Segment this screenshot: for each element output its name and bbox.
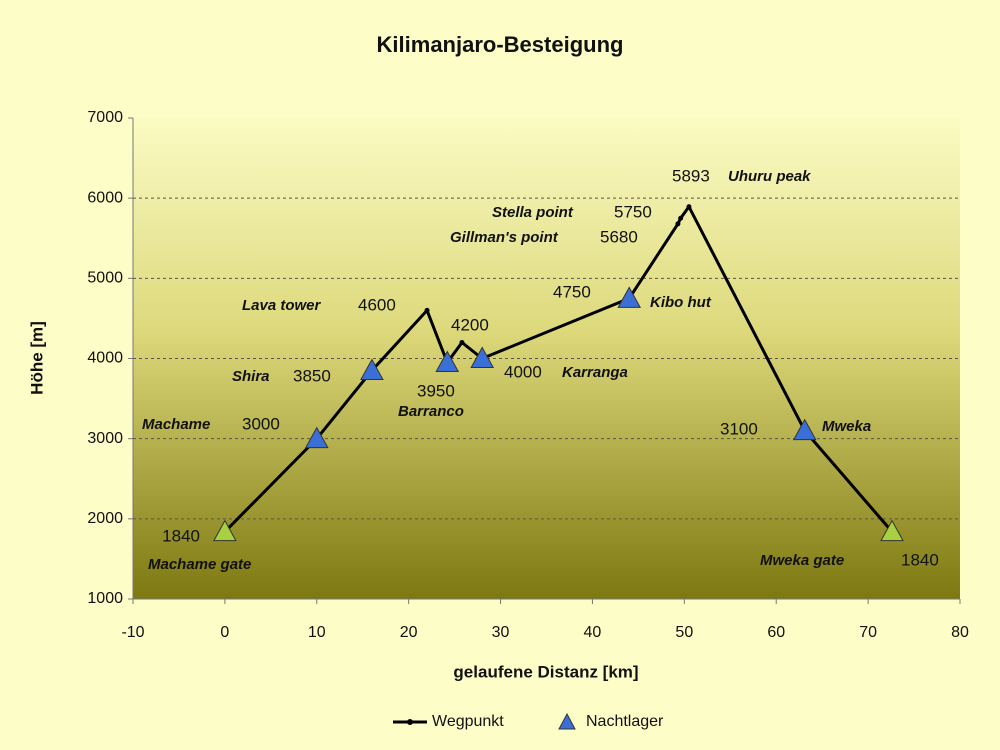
point-label: Stella point [492,204,574,221]
x-axis-label: gelaufene Distanz [km] [453,662,638,681]
x-tick-label: 40 [584,624,602,641]
point-label: Mweka [822,418,871,435]
point-label: Machame [142,416,210,433]
point-label: Uhuru peak [728,168,811,185]
x-tick-label: 50 [675,624,693,641]
value-label: 3950 [417,381,455,400]
point-label: Gillman's point [450,229,559,246]
camp-marker [470,346,495,368]
point-label: Lava tower [242,297,322,314]
x-tick-label: 80 [951,624,969,641]
point-label: Kibo hut [650,294,712,311]
waypoint [459,339,465,345]
plot-area [133,118,960,599]
y-tick-label: 6000 [87,189,123,206]
x-tick-label: 0 [220,624,229,641]
value-label: 4200 [451,315,489,334]
value-label: 5750 [614,202,652,221]
value-label: 4600 [358,295,396,314]
camp-marker [360,358,384,381]
y-tick-label: 4000 [87,350,123,367]
chart-title: Kilimanjaro-Besteigung [377,32,624,57]
legend-label: Nachtlager [586,713,664,730]
value-label: 1840 [162,526,200,545]
camp-marker [304,426,329,449]
point-label: Barranco [398,403,464,420]
value-label: 4000 [504,362,542,381]
camp-marker [617,286,642,308]
value-label: 3100 [720,419,758,438]
point-label: Machame gate [148,556,251,573]
waypoint [675,221,681,227]
point-label: Shira [232,368,270,385]
waypoint [678,215,684,221]
y-tick-label: 7000 [87,109,123,126]
point-label: Mweka gate [760,552,844,569]
y-tick-label: 1000 [87,590,123,607]
camp-marker [435,350,460,373]
waypoint [686,204,692,210]
legend-label: Wegpunkt [432,713,504,730]
x-tick-label: 30 [492,624,510,641]
y-axis-label: Höhe [m] [27,321,46,395]
y-tick-label: 2000 [87,510,123,527]
camp-marker [880,519,904,542]
camp-marker [213,519,237,542]
waypoint [424,307,430,313]
value-label: 5893 [672,166,710,185]
point-label: Karranga [562,364,628,381]
x-tick-label: 70 [859,624,877,641]
value-label: 3000 [242,414,280,433]
legend-dot [407,719,413,725]
camp-marker [792,418,817,441]
x-tick-label: -10 [121,624,144,641]
value-label: 1840 [901,550,939,569]
x-tick-label: 10 [308,624,326,641]
value-label: 4750 [553,282,591,301]
legend-triangle [558,712,576,730]
value-label: 3850 [293,366,331,385]
y-tick-label: 5000 [87,270,123,287]
x-tick-label: 60 [767,624,785,641]
value-label: 5680 [600,227,638,246]
x-tick-label: 20 [400,624,418,641]
y-tick-label: 3000 [87,430,123,447]
